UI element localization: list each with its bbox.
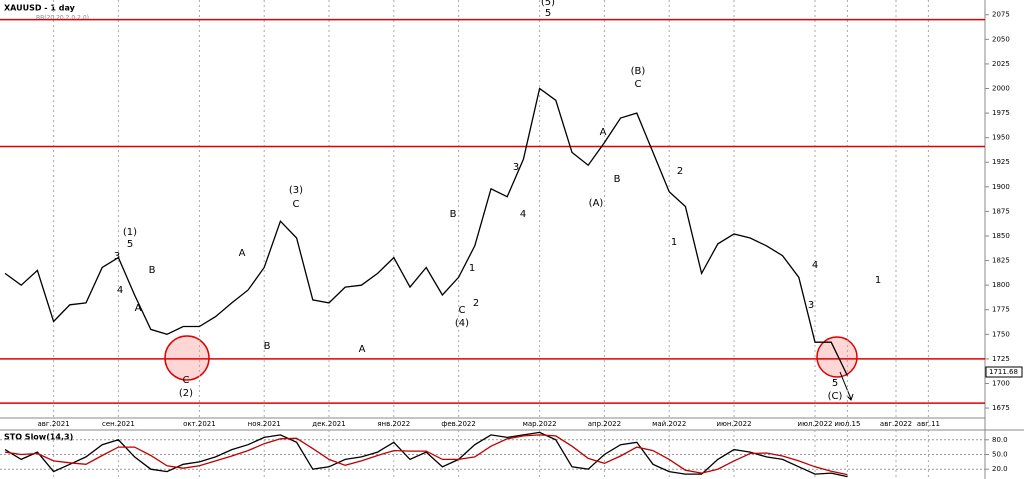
y-tick-label: 1675 xyxy=(992,404,1010,412)
wave-label: B xyxy=(450,209,457,220)
price-line xyxy=(4,87,848,376)
wave-label: C xyxy=(183,375,190,386)
wave-label: 4 xyxy=(117,285,123,296)
x-tick-label: фев.2022 xyxy=(441,420,475,428)
price-line xyxy=(4,431,848,478)
y-tick-label: 50.0 xyxy=(992,451,1008,459)
wave-label: 3 xyxy=(513,162,519,173)
y-tick-label: 2075 xyxy=(992,11,1010,19)
y-tick-label: 2000 xyxy=(992,84,1010,92)
wave-label: (2) xyxy=(179,388,193,399)
y-tick-label: 20.0 xyxy=(992,465,1008,473)
price-box xyxy=(985,366,1023,378)
wave-label: 3 xyxy=(808,300,814,311)
y-tick-label: 1975 xyxy=(992,109,1010,117)
y-tick-label: 1950 xyxy=(992,134,1010,142)
highlight-circle xyxy=(816,336,858,378)
x-tick-label: апр.2022 xyxy=(588,420,621,428)
y-tick-label: 1725 xyxy=(992,355,1010,363)
wave-label: C xyxy=(293,199,300,210)
price-line xyxy=(4,434,848,476)
wave-label: A xyxy=(239,248,246,259)
wave-label: C xyxy=(635,79,642,90)
panel-title: STO Slow(14,3) xyxy=(4,433,73,442)
wave-label: 2 xyxy=(473,298,479,309)
wave-label: B xyxy=(614,174,621,185)
x-tick-label: июл.15 xyxy=(834,420,860,428)
wave-label: C xyxy=(459,305,466,316)
y-tick-label: 2050 xyxy=(992,35,1010,43)
x-tick-label: мар.2022 xyxy=(523,420,557,428)
y-tick-label: 1825 xyxy=(992,257,1010,265)
wave-label: (4) xyxy=(455,318,469,329)
x-tick-label: май.2022 xyxy=(652,420,686,428)
y-tick-label: 80.0 xyxy=(992,436,1008,444)
highlight-circle xyxy=(164,335,210,381)
wave-label: 1 xyxy=(671,237,677,248)
x-tick-label: авг.11 xyxy=(917,420,940,428)
wave-label: B xyxy=(149,265,156,276)
wave-label: B xyxy=(264,341,271,352)
wave-label: (1) xyxy=(123,227,137,238)
y-tick-label: 1875 xyxy=(992,207,1010,215)
arrow xyxy=(839,371,854,401)
y-tick-label: 1700 xyxy=(992,379,1010,387)
wave-label: 1 xyxy=(875,275,881,286)
x-tick-label: июл.2022 xyxy=(798,420,833,428)
wave-label: 2 xyxy=(677,166,683,177)
wave-label: A xyxy=(600,127,607,138)
price-label: 1711.68 xyxy=(989,368,1018,376)
y-tick-label: 1900 xyxy=(992,183,1010,191)
x-tick-label: окт.2021 xyxy=(183,420,216,428)
y-tick-label: 1925 xyxy=(992,158,1010,166)
chart-subtitle: BB(20,20,2,0,2,0) xyxy=(36,15,89,22)
x-tick-label: июн.2022 xyxy=(716,420,751,428)
wave-label: (3) xyxy=(289,185,303,196)
x-tick-label: дек.2021 xyxy=(312,420,345,428)
x-tick-label: авг.2021 xyxy=(38,420,70,428)
wave-label: 5 xyxy=(127,239,133,250)
wave-label: A xyxy=(135,303,142,314)
wave-label: (B) xyxy=(631,66,646,77)
y-tick-label: 1800 xyxy=(992,281,1010,289)
wave-label: A xyxy=(359,344,366,355)
wave-label: (A) xyxy=(589,198,604,209)
y-tick-label: 1850 xyxy=(992,232,1010,240)
wave-label: (C) xyxy=(828,391,843,402)
wave-label: 4 xyxy=(812,260,818,271)
wave-label: 1 xyxy=(469,263,475,274)
wave-label: 3 xyxy=(114,251,120,262)
y-tick-label: 2025 xyxy=(992,60,1010,68)
x-tick-label: авг.2022 xyxy=(880,420,912,428)
wave-label: 5 xyxy=(832,378,838,389)
chart-title: XAUUSD - 1 day xyxy=(4,4,76,13)
x-tick-label: ноя.2021 xyxy=(248,420,281,428)
x-tick-label: янв.2022 xyxy=(377,420,410,428)
wave-label: 4 xyxy=(520,209,526,220)
wave-label: (5) xyxy=(541,0,555,8)
wave-label: 5 xyxy=(545,8,551,19)
y-tick-label: 1750 xyxy=(992,330,1010,338)
x-tick-label: сен.2021 xyxy=(102,420,135,428)
y-tick-label: 1775 xyxy=(992,306,1010,314)
